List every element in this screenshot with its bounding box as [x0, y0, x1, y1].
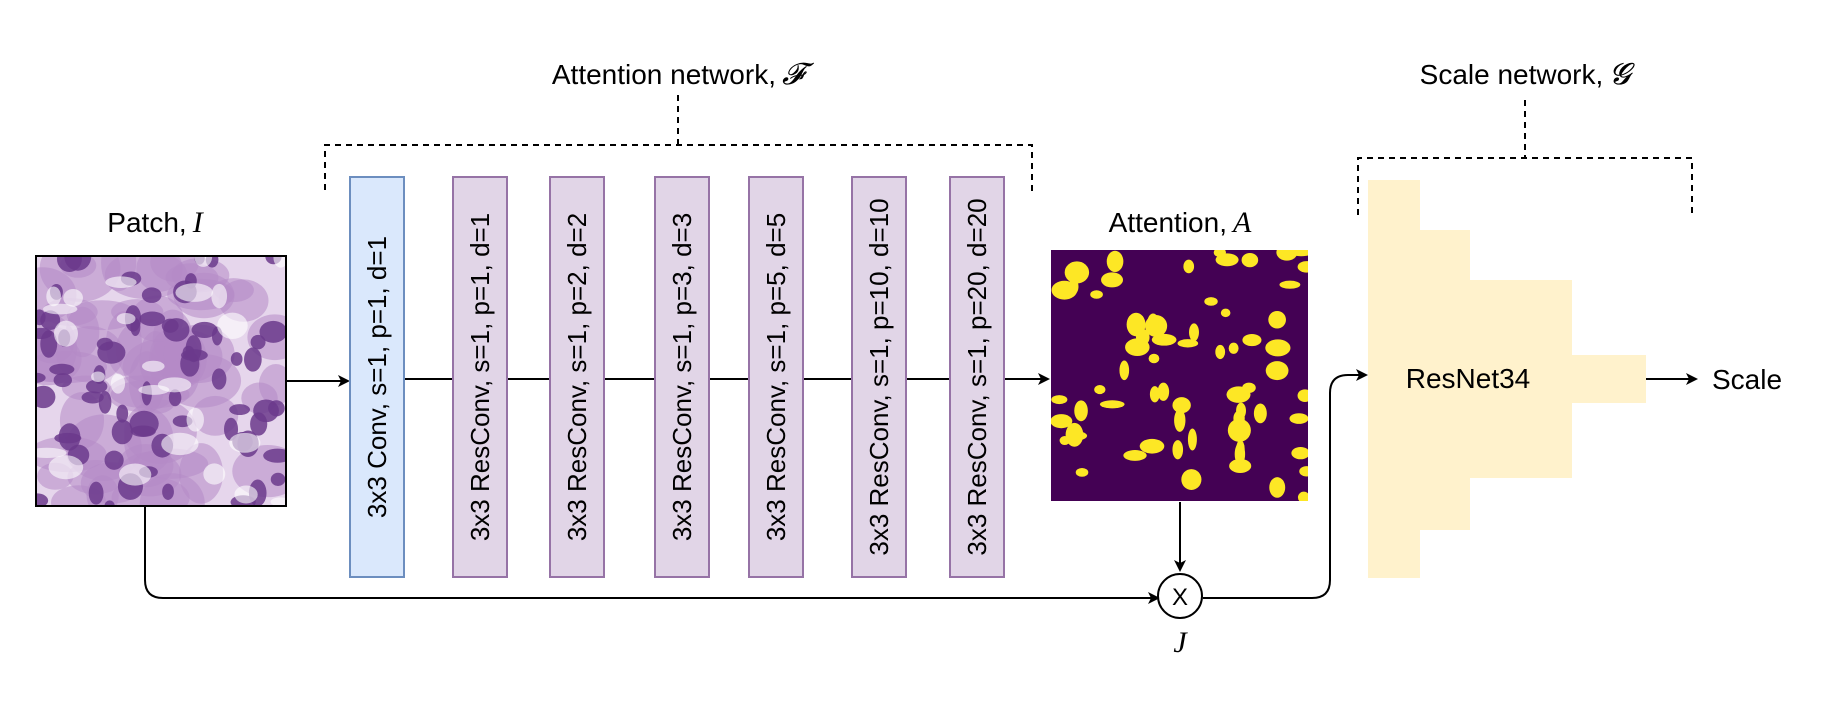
resconv-block: 3x3 ResConv, s=1, p=3, d=3: [654, 176, 710, 578]
multiply-node: X: [1157, 573, 1203, 619]
output-scale-label: Scale: [1712, 364, 1782, 395]
resnet34-label: ResNet34: [1406, 363, 1531, 394]
scale-network-bracket: [1357, 100, 1693, 215]
resconv-block: 3x3 ResConv, s=1, p=10, d=10: [851, 176, 907, 578]
attention-map-image: [1051, 250, 1308, 501]
resconv-block: 3x3 ResConv, s=1, p=1, d=1: [452, 176, 508, 578]
attention-title: Attention, A: [1109, 206, 1252, 239]
block-stack: 3x3 Conv, s=1, p=1, d=1 3x3 ResConv, s=1,…: [349, 176, 1005, 578]
block-label: 3x3 ResConv, s=1, p=3, d=3: [667, 213, 697, 541]
resconv-block: 3x3 ResConv, s=1, p=2, d=2: [549, 176, 605, 578]
arrow-patch-to-multiply: [144, 507, 1160, 604]
block-label: 3x3 Conv, s=1, p=1, d=1: [362, 236, 392, 518]
block-label: 3x3 ResConv, s=1, p=2, d=2: [562, 213, 592, 541]
attention-network-bracket: [324, 95, 1033, 195]
scale-network-title: Scale network, 𝓖: [1420, 58, 1636, 91]
block-label: 3x3 ResConv, s=1, p=20, d=20: [962, 198, 992, 555]
attention-network-title: Attention network, 𝓕: [552, 58, 815, 91]
patch-image: [35, 255, 287, 507]
block-label: 3x3 ResConv, s=1, p=5, d=5: [761, 213, 791, 541]
block-label: 3x3 ResConv, s=1, p=1, d=1: [465, 213, 495, 541]
conv-block: 3x3 Conv, s=1, p=1, d=1: [349, 176, 405, 578]
arrow-multiply-to-resnet: [1203, 369, 1368, 599]
svg-text:X: X: [1172, 584, 1188, 611]
block-label: 3x3 ResConv, s=1, p=10, d=10: [864, 198, 894, 555]
resconv-block: 3x3 ResConv, s=1, p=20, d=20: [949, 176, 1005, 578]
multiply-symbol: J: [1173, 626, 1188, 659]
patch-title: Patch, I: [107, 206, 204, 239]
resnet34-block: ResNet34: [1368, 180, 1646, 578]
resconv-block: 3x3 ResConv, s=1, p=5, d=5: [748, 176, 804, 578]
